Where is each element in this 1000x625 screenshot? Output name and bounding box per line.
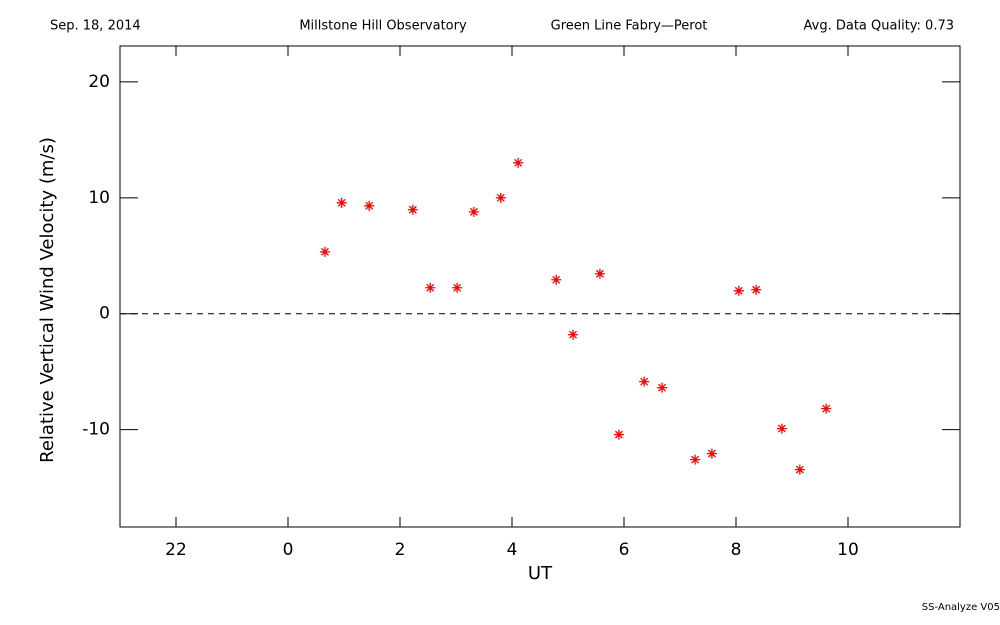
data-point	[568, 329, 579, 340]
data-point	[751, 284, 762, 295]
data-point	[690, 454, 701, 465]
x-tick-label: 10	[837, 540, 859, 560]
data-point	[551, 274, 562, 285]
data-point	[706, 448, 717, 459]
header-instrument: Green Line Fabry—Perot	[551, 19, 708, 34]
data-point	[495, 192, 506, 203]
data-point	[657, 382, 668, 393]
data-point	[364, 200, 375, 211]
data-point	[452, 282, 463, 293]
data-point	[776, 423, 787, 434]
header-quality: Avg. Data Quality: 0.73	[804, 19, 954, 34]
data-point	[513, 157, 524, 168]
x-tick-label: 4	[507, 540, 518, 560]
data-point	[613, 429, 624, 440]
x-tick-label: 0	[283, 540, 294, 560]
footer: SS-Analyze V05	[922, 602, 1000, 613]
data-point	[425, 282, 436, 293]
x-axis-label: UT	[528, 563, 553, 584]
data-point	[336, 197, 347, 208]
data-point	[407, 204, 418, 215]
header-observatory: Millstone Hill Observatory	[299, 19, 467, 34]
y-axis-label: Relative Vertical Wind Velocity (m/s)	[37, 137, 58, 463]
data-point	[319, 246, 330, 257]
data-point	[468, 206, 479, 217]
data-point	[639, 376, 650, 387]
data-point	[821, 403, 832, 414]
header-date: Sep. 18, 2014	[50, 19, 141, 34]
x-tick-label: 2	[395, 540, 406, 560]
x-tick-label: 8	[731, 540, 742, 560]
plot-frame	[119, 45, 961, 528]
data-point	[733, 285, 744, 296]
y-tick-label: 10	[88, 188, 110, 208]
x-tick-label: 22	[165, 540, 187, 560]
y-tick-label: 20	[88, 72, 110, 92]
data-point	[594, 268, 605, 279]
y-tick-label: 0	[99, 304, 110, 324]
x-tick-label: 6	[619, 540, 630, 560]
data-point	[794, 464, 805, 475]
y-tick-label: -10	[82, 420, 110, 440]
